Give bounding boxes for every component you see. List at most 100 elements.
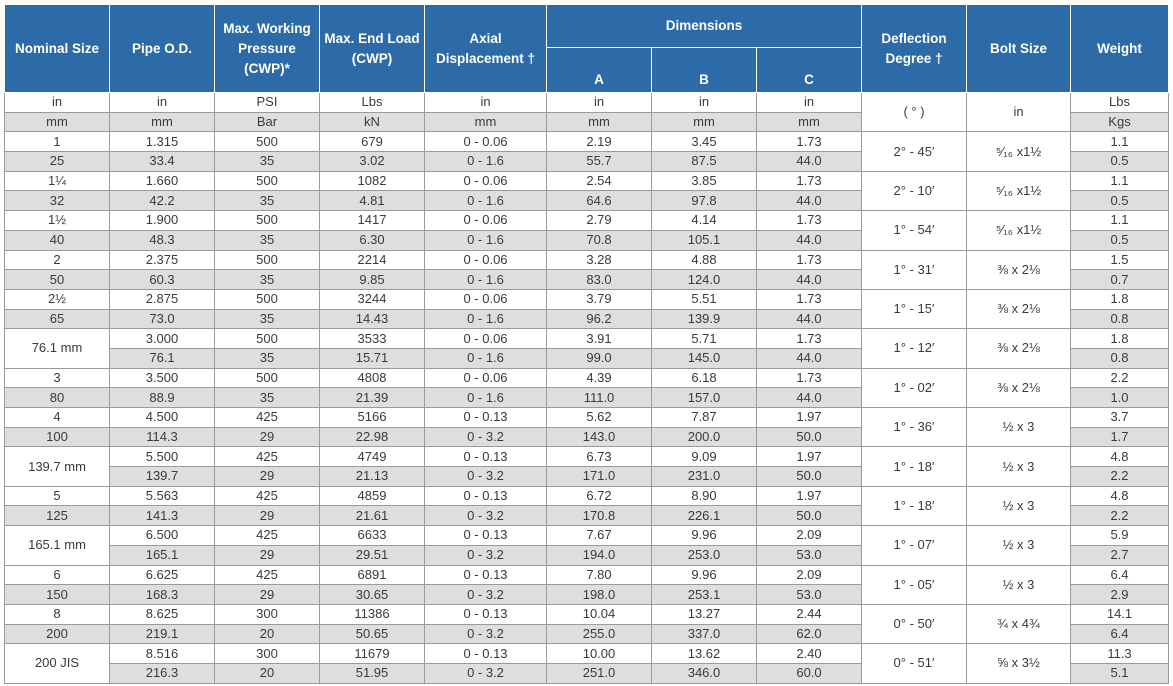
- table-row: 3 3.500 500 4808 0 - 0.06 4.39 6.18 1.73 1° - 02…: [4, 367, 1169, 409]
- end-load-lbs-cell: 3244: [319, 288, 425, 310]
- unit-cell: in: [109, 92, 215, 113]
- weight-kg-cell: 2.7: [1070, 544, 1169, 566]
- nominal-size-in-cell: 1½: [4, 210, 110, 231]
- dim-c-mm-cell: 50.0: [756, 505, 862, 527]
- axial-mm-cell: 0 - 3.2: [424, 466, 547, 487]
- pipe-od-mm-cell: 168.3: [109, 584, 215, 605]
- pipe-od-mm-cell: 88.9: [109, 387, 215, 408]
- axial-in-cell: 0 - 0.06: [424, 367, 547, 389]
- header-dim-c: C: [756, 47, 862, 93]
- end-load-lbs-cell: 4859: [319, 485, 425, 507]
- pipe-od-mm-cell: 76.1: [109, 347, 215, 369]
- dim-a-mm-cell: 111.0: [546, 387, 652, 408]
- unit-cell: in: [424, 92, 547, 113]
- table-row: 200 JIS 8.516 300 11679 0 - 0.13 10.00 13.62 2.…: [4, 643, 1169, 684]
- nominal-size-in-cell: 5: [4, 485, 110, 507]
- unit-cell: Lbs: [319, 92, 425, 113]
- nominal-size-mm-cell: 25: [4, 151, 110, 172]
- pressure-psi-cell: 500: [214, 131, 320, 153]
- axial-mm-cell: 0 - 3.2: [424, 426, 547, 448]
- dim-b-in-cell: 9.96: [651, 525, 757, 546]
- dim-c-in-cell: 1.73: [756, 170, 862, 192]
- axial-in-cell: 0 - 0.06: [424, 328, 547, 349]
- dim-c-in-cell: 1.73: [756, 131, 862, 153]
- weight-kg-cell: 2.9: [1070, 584, 1169, 605]
- table-row: 4 4.500 425 5166 0 - 0.13 5.62 7.87 1.97 1° - 36…: [4, 406, 1169, 448]
- pipe-od-in-cell: 1.660: [109, 170, 215, 192]
- dim-c-in-cell: 1.97: [756, 407, 862, 428]
- dim-a-mm-cell: 64.6: [546, 190, 652, 212]
- bolt-size-cell: ⅝ x 3½: [966, 643, 1071, 684]
- dim-b-mm-cell: 139.9: [651, 308, 757, 330]
- unit-cell: mm: [109, 111, 215, 133]
- weight-kg-cell: 0.5: [1070, 190, 1169, 212]
- pipe-od-in-cell: 1.315: [109, 131, 215, 153]
- axial-mm-cell: 0 - 1.6: [424, 387, 547, 408]
- dim-b-in-cell: 5.51: [651, 288, 757, 310]
- nominal-size-in-cell: 1¼: [4, 170, 110, 192]
- dim-c-mm-cell: 44.0: [756, 387, 862, 408]
- nominal-size-mm-cell: 50: [4, 269, 110, 290]
- pressure-bar-cell: 35: [214, 347, 320, 369]
- deflection-cell: 0° - 51′: [861, 643, 967, 684]
- table-row: 1¼ 1.660 500 1082 0 - 0.06 2.54 3.85 1.73 2° - 1…: [4, 170, 1169, 212]
- header-axial-displacement: Axial Displacement †: [424, 4, 547, 93]
- end-load-kn-cell: 3.02: [319, 151, 425, 172]
- unit-cell: in: [546, 92, 652, 113]
- pipe-od-in-cell: 2.375: [109, 249, 215, 271]
- pressure-bar-cell: 35: [214, 190, 320, 212]
- weight-lbs-cell: 6.4: [1070, 564, 1169, 586]
- dim-a-in-cell: 5.62: [546, 407, 652, 428]
- pipe-od-mm-cell: 114.3: [109, 426, 215, 448]
- table-row: 65 73.0 35 14.43 0 - 1.6 96.2 139.9 44.0 0.8: [4, 308, 1169, 330]
- dim-c-mm-cell: 44.0: [756, 347, 862, 369]
- nominal-size-in-cell: 2: [4, 249, 110, 271]
- nominal-size-mm-cell: 200: [4, 623, 110, 645]
- pipe-od-mm-cell: 33.4: [109, 151, 215, 172]
- nominal-size-in-cell: 6: [4, 564, 110, 586]
- dim-a-mm-cell: 255.0: [546, 623, 652, 645]
- dim-a-in-cell: 3.79: [546, 288, 652, 310]
- weight-kg-cell: 0.8: [1070, 308, 1169, 330]
- end-load-kn-cell: 21.61: [319, 505, 425, 527]
- header-pipe-od: Pipe O.D.: [109, 4, 215, 93]
- table-row: 32 42.2 35 4.81 0 - 1.6 64.6 97.8 44.0 0.5: [4, 190, 1169, 212]
- end-load-kn-cell: 14.43: [319, 308, 425, 330]
- pressure-psi-cell: 500: [214, 249, 320, 271]
- axial-mm-cell: 0 - 3.2: [424, 584, 547, 605]
- pressure-bar-cell: 35: [214, 387, 320, 408]
- dim-c-mm-cell: 62.0: [756, 623, 862, 645]
- axial-mm-cell: 0 - 3.2: [424, 544, 547, 566]
- axial-mm-cell: 0 - 1.6: [424, 151, 547, 172]
- bolt-size-cell: ⅜ x 2⅛: [966, 367, 1071, 409]
- axial-in-cell: 0 - 0.13: [424, 446, 547, 468]
- dim-a-in-cell: 2.79: [546, 210, 652, 231]
- unit-cell: Kgs: [1070, 111, 1169, 133]
- unit-cell: in: [651, 92, 757, 113]
- pressure-bar-cell: 35: [214, 229, 320, 251]
- end-load-lbs-cell: 1082: [319, 170, 425, 192]
- dim-c-mm-cell: 44.0: [756, 190, 862, 212]
- bolt-size-cell: ½ x 3: [966, 485, 1071, 527]
- end-load-kn-cell: 22.98: [319, 426, 425, 448]
- pressure-psi-cell: 300: [214, 643, 320, 664]
- deflection-cell: 1° - 15′: [861, 288, 967, 330]
- unit-cell: mm: [546, 111, 652, 133]
- table-row: 76.1 35 15.71 0 - 1.6 99.0 145.0 44.0 0.8: [5, 347, 1169, 369]
- pipe-od-mm-cell: 165.1: [109, 544, 215, 566]
- pipe-od-in-cell: 6.500: [109, 525, 215, 546]
- pressure-bar-cell: 29: [214, 544, 320, 566]
- weight-kg-cell: 2.2: [1070, 466, 1169, 487]
- weight-kg-cell: 0.5: [1070, 229, 1169, 251]
- dim-b-mm-cell: 97.8: [651, 190, 757, 212]
- table-body: in in PSI Lbs in in in in ( ° ) in Lbs m…: [4, 91, 1169, 684]
- deflection-cell: 1° - 02′: [861, 367, 967, 409]
- end-load-lbs-cell: 4808: [319, 367, 425, 389]
- pipe-od-in-cell: 5.500: [109, 446, 215, 468]
- dim-b-in-cell: 4.88: [651, 249, 757, 271]
- pipe-od-in-cell: 8.516: [109, 643, 215, 664]
- axial-in-cell: 0 - 0.13: [424, 564, 547, 586]
- bolt-size-cell: ⅜ x 2⅛: [966, 328, 1071, 369]
- pressure-psi-cell: 500: [214, 367, 320, 389]
- nominal-size-cell: 165.1 mm: [4, 525, 110, 566]
